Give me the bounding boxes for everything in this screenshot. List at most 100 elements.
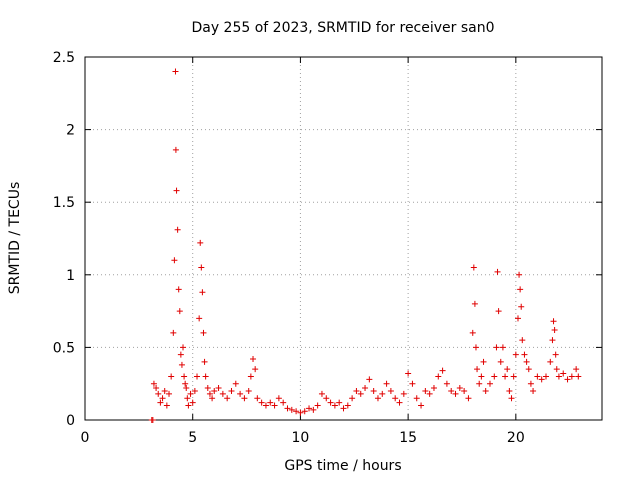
data-point xyxy=(366,376,373,383)
data-point xyxy=(508,395,515,402)
data-point xyxy=(204,385,211,392)
data-point xyxy=(461,387,468,394)
data-point xyxy=(161,387,168,394)
x-tick-label: 0 xyxy=(81,430,90,446)
data-point xyxy=(405,370,412,377)
data-point xyxy=(530,387,537,394)
data-point xyxy=(519,337,526,344)
data-point xyxy=(284,405,291,412)
data-point xyxy=(478,373,485,380)
grid-lines xyxy=(85,57,602,420)
data-point xyxy=(271,402,278,409)
data-point xyxy=(549,337,556,344)
plot-frame xyxy=(84,56,603,421)
data-point xyxy=(514,315,521,322)
data-point xyxy=(493,344,500,351)
data-point xyxy=(301,408,308,415)
data-point xyxy=(435,373,442,380)
data-point xyxy=(228,387,235,394)
data-point xyxy=(219,390,226,397)
data-point xyxy=(502,373,509,380)
data-point xyxy=(237,390,244,397)
data-point xyxy=(448,387,455,394)
data-point xyxy=(209,395,216,402)
data-point xyxy=(336,399,343,406)
data-point xyxy=(172,146,179,153)
data-point xyxy=(194,373,201,380)
data-point xyxy=(199,289,206,296)
data-point xyxy=(331,402,338,409)
data-point xyxy=(494,268,501,275)
data-point xyxy=(327,399,334,406)
data-point xyxy=(439,367,446,374)
data-point xyxy=(182,380,189,387)
data-point xyxy=(471,300,478,307)
data-point xyxy=(197,239,204,246)
data-point xyxy=(163,402,170,409)
data-point xyxy=(232,380,239,387)
data-point xyxy=(150,380,157,387)
data-point xyxy=(387,387,394,394)
data-point xyxy=(267,399,274,406)
data-point xyxy=(512,351,519,358)
data-point xyxy=(518,303,525,310)
data-point xyxy=(170,329,177,336)
data-point xyxy=(187,390,194,397)
data-point xyxy=(215,385,222,392)
data-point xyxy=(349,395,356,402)
data-point xyxy=(252,366,259,373)
data-point xyxy=(517,286,524,293)
data-point xyxy=(547,358,554,365)
data-point xyxy=(201,358,208,365)
data-point xyxy=(191,387,198,394)
data-point xyxy=(262,402,269,409)
data-point xyxy=(474,366,481,373)
data-point xyxy=(422,387,429,394)
data-point xyxy=(482,387,489,394)
data-point xyxy=(241,395,248,402)
data-point xyxy=(198,264,205,271)
data-point xyxy=(357,390,364,397)
data-point xyxy=(400,390,407,397)
data-point xyxy=(174,226,181,233)
data-points xyxy=(148,68,582,423)
data-point xyxy=(254,395,261,402)
x-axis-label: GPS time / hours xyxy=(284,458,401,474)
data-point xyxy=(418,402,425,409)
data-point xyxy=(176,308,183,315)
data-point xyxy=(288,406,295,413)
data-point xyxy=(521,351,528,358)
data-point xyxy=(510,373,517,380)
data-point xyxy=(202,373,209,380)
data-point xyxy=(392,395,399,402)
data-point xyxy=(550,318,557,325)
data-point xyxy=(491,373,498,380)
data-point xyxy=(185,402,192,409)
data-point xyxy=(184,395,191,402)
data-point xyxy=(344,402,351,409)
y-tick-label: 1.5 xyxy=(53,195,75,211)
data-point xyxy=(245,387,252,394)
data-point xyxy=(370,387,377,394)
data-point xyxy=(196,315,203,322)
x-tick-label: 20 xyxy=(507,430,525,446)
data-point xyxy=(250,356,257,363)
data-point xyxy=(310,406,317,413)
data-point xyxy=(178,361,185,368)
data-point xyxy=(173,187,180,194)
data-point xyxy=(413,395,420,402)
data-point xyxy=(159,395,166,402)
data-point xyxy=(497,358,504,365)
data-point xyxy=(166,390,173,397)
data-point xyxy=(206,390,213,397)
data-point xyxy=(172,68,179,75)
y-axis-label: SRMTID / TECUs xyxy=(7,182,23,295)
data-point xyxy=(551,326,558,333)
data-point xyxy=(495,308,502,315)
data-point xyxy=(293,408,300,415)
data-point xyxy=(575,373,582,380)
y-tick-label: 1 xyxy=(66,268,75,284)
data-point xyxy=(247,373,254,380)
data-point xyxy=(224,395,231,402)
